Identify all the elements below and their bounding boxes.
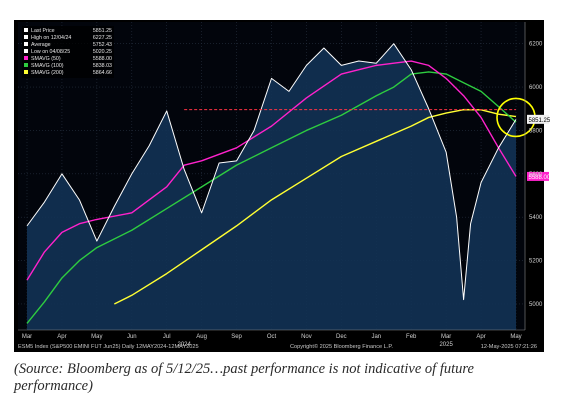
x-tick-label: Mar	[441, 334, 451, 340]
y-tick-label: 6000	[529, 85, 543, 91]
legend-swatch	[24, 28, 28, 32]
chart-footer: ESM5 Index (S&P500 EMINI FUT Jun25) Dail…	[18, 343, 537, 350]
legend-value: 5864.66	[93, 70, 112, 76]
last-price-tag-bg	[527, 114, 549, 124]
x-tick-label: Jan	[371, 334, 381, 340]
y-tick-label: 6200	[529, 42, 543, 48]
legend-swatch	[24, 63, 28, 67]
legend-background	[22, 26, 114, 78]
x-tick-label: Mar	[22, 334, 32, 340]
series-line-smavg-50-	[26, 60, 517, 281]
legend-label: Last Price	[31, 28, 55, 34]
footer-left-text: ESM5 Index (S&P500 EMINI FUT Jun25) Dail…	[18, 344, 199, 350]
x-tick-label: Dec	[336, 334, 347, 340]
x-tick-label: Sep	[231, 334, 242, 340]
source-caption: (Source: Bloomberg as of 5/12/25…past pe…	[14, 361, 474, 394]
y-tick-label: 5200	[529, 259, 543, 265]
price-area-fill	[27, 43, 516, 331]
chart-container: 5851.25 5588.00 5000 5200 5400 5600 5800 6000 6…	[14, 20, 551, 352]
legend-value: 5851.25	[93, 28, 112, 34]
x-tick-label: May	[91, 334, 102, 340]
series-line-smavg-200-	[114, 108, 517, 305]
series-line-last-price	[26, 43, 517, 301]
legend-label: SMAVG (50)	[31, 56, 61, 62]
legend-value: 5588.00	[93, 56, 112, 62]
year-label: 2025	[439, 342, 453, 348]
y-tick-label: 5000	[529, 302, 543, 308]
y-tick-label: 5600	[529, 172, 543, 178]
footer-center-text: Copyright© 2025 Bloomberg Finance L.P.	[290, 343, 393, 350]
price-chart: 5851.25 5588.00 5000 5200 5400 5600 5800 6000 6…	[14, 20, 551, 352]
legend-value: 5020.25	[93, 49, 112, 55]
x-tick-label: Jun	[127, 334, 137, 340]
x-tick-label: Oct	[267, 334, 277, 340]
legend-label: High on 12/04/24	[31, 35, 71, 41]
series-lines	[26, 43, 517, 324]
sma50-tag-bg	[527, 171, 549, 181]
axes: 5000 5200 5400 5600 5800 6000 6200 Mar Apr May Jun…	[18, 22, 543, 348]
legend-swatch	[24, 42, 28, 46]
y-tick-label: 5400	[529, 215, 543, 221]
legend-swatch	[24, 56, 28, 60]
y-tick-label: 5800	[529, 128, 543, 134]
legend-label: Low on 04/08/25	[31, 49, 70, 55]
legend-swatch	[24, 35, 28, 39]
legend-swatch	[24, 49, 28, 53]
legend-swatch	[24, 70, 28, 74]
price-area	[27, 43, 516, 331]
series-line-smavg-100-	[26, 71, 517, 324]
year-label: 2024	[177, 342, 191, 348]
legend-value: 6227.25	[93, 35, 112, 41]
x-tick-label: Nov	[301, 334, 312, 340]
sma50-tag: 5588.00	[529, 175, 551, 181]
x-tick-label: Feb	[406, 334, 417, 340]
legend-label: SMAVG (200)	[31, 70, 64, 76]
legend-label: SMAVG (100)	[31, 63, 64, 69]
x-tick-label: Apr	[476, 334, 485, 340]
legend-value: 5752.43	[93, 42, 112, 48]
x-tick-label: May	[510, 334, 521, 340]
x-tick-label: Jul	[163, 334, 171, 340]
footer-right-text: 12-May-2025 07:21:26	[481, 344, 537, 350]
x-tick-label: Apr	[57, 334, 66, 340]
last-price-tag: 5851.25	[529, 118, 551, 124]
legend-value: 5838.03	[93, 63, 112, 69]
legend: Last Price 5851.25 High on 12/04/24 6227.25…	[22, 26, 114, 78]
legend-label: Average	[31, 42, 51, 48]
x-tick-label: Aug	[196, 334, 207, 340]
annotations: 5851.25 5588.00	[184, 97, 551, 181]
